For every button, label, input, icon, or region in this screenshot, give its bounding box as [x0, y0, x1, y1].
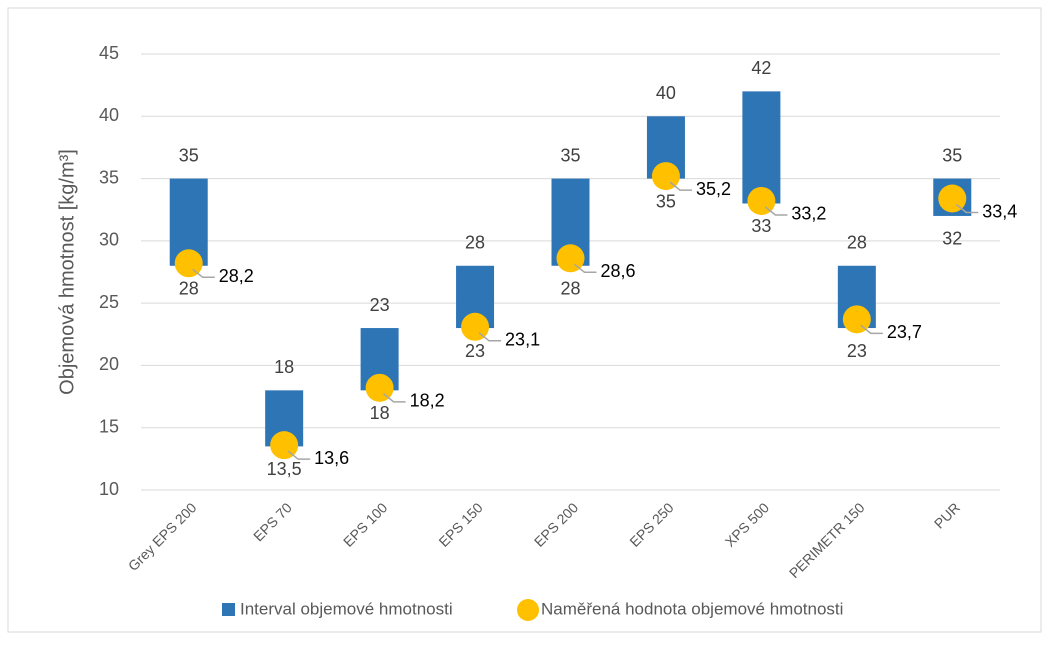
high-label: 18: [274, 357, 294, 377]
measured-label: 13,6: [314, 448, 349, 468]
high-label: 28: [847, 233, 867, 253]
leader-line: [574, 263, 597, 274]
measured-point: [174, 249, 203, 278]
measured-point: [365, 373, 394, 402]
y-tick-label: 20: [99, 354, 119, 374]
measured-label: 18,2: [410, 391, 445, 411]
leader-line: [383, 393, 406, 403]
y-tick-label: 15: [99, 416, 119, 436]
high-label: 23: [370, 295, 390, 315]
legend-label: Naměřená hodnota objemové hmotnosti: [541, 599, 843, 618]
measured-point: [556, 244, 585, 273]
measured-label: 23,7: [887, 322, 922, 342]
measured-point: [651, 162, 680, 191]
y-axis-label: Objemová hmotnost [kg/m³]: [56, 149, 78, 395]
measured-label: 23,1: [505, 330, 540, 350]
high-label: 35: [179, 145, 199, 165]
high-label: 28: [465, 233, 485, 253]
y-tick-label: 40: [99, 105, 119, 125]
low-label: 35: [656, 191, 676, 211]
high-label: 35: [560, 145, 580, 165]
low-label: 28: [179, 279, 199, 299]
leader-line: [287, 450, 311, 460]
leader-line: [764, 206, 788, 216]
legend-label: Interval objemové hmotnosti: [240, 599, 453, 618]
leader-line: [955, 203, 979, 214]
high-label: 42: [751, 58, 771, 78]
legend-swatch: [517, 599, 539, 621]
high-label: 40: [656, 83, 676, 103]
measured-point: [938, 184, 967, 213]
y-tick-label: 30: [99, 230, 119, 250]
low-label: 18: [370, 403, 390, 423]
range-bar: [742, 91, 781, 204]
measured-point: [270, 431, 299, 460]
measured-label: 28,2: [219, 266, 254, 286]
y-tick-label: 25: [99, 292, 119, 312]
leader-line: [860, 324, 883, 335]
leader-line: [478, 332, 502, 342]
y-tick-label: 35: [99, 167, 119, 187]
leader-line: [669, 181, 692, 191]
low-label: 13,5: [267, 459, 302, 479]
measured-label: 33,2: [791, 204, 826, 224]
low-label: 23: [847, 341, 867, 361]
high-label: 35: [942, 145, 962, 165]
low-label: 23: [465, 341, 485, 361]
y-tick-label: 45: [99, 43, 119, 63]
measured-label: 33,4: [982, 201, 1017, 221]
low-label: 33: [751, 216, 771, 236]
measured-label: 35,2: [696, 179, 731, 199]
measured-label: 28,6: [601, 261, 636, 281]
measured-point: [461, 312, 490, 341]
measured-point: [842, 305, 871, 334]
y-tick-label: 10: [99, 479, 119, 499]
legend-swatch: [222, 603, 235, 616]
low-label: 28: [560, 279, 580, 299]
measured-point: [747, 186, 776, 215]
leader-line: [192, 268, 215, 279]
low-label: 32: [942, 229, 962, 249]
